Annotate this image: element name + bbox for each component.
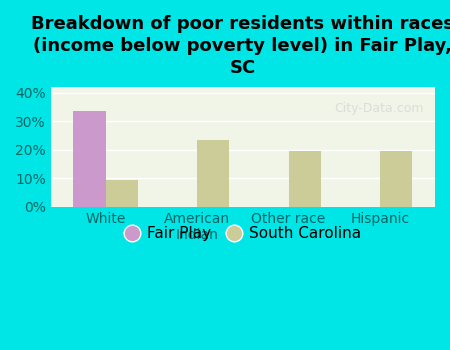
Bar — [73, 112, 105, 207]
Bar — [197, 140, 229, 207]
Bar — [380, 151, 412, 207]
Title: Breakdown of poor residents within races
(income below poverty level) in Fair Pl: Breakdown of poor residents within races… — [32, 15, 450, 77]
Bar — [105, 180, 138, 207]
Bar — [288, 151, 320, 207]
Legend: Fair Play, South Carolina: Fair Play, South Carolina — [118, 220, 368, 247]
Text: City-Data.com: City-Data.com — [334, 102, 423, 115]
